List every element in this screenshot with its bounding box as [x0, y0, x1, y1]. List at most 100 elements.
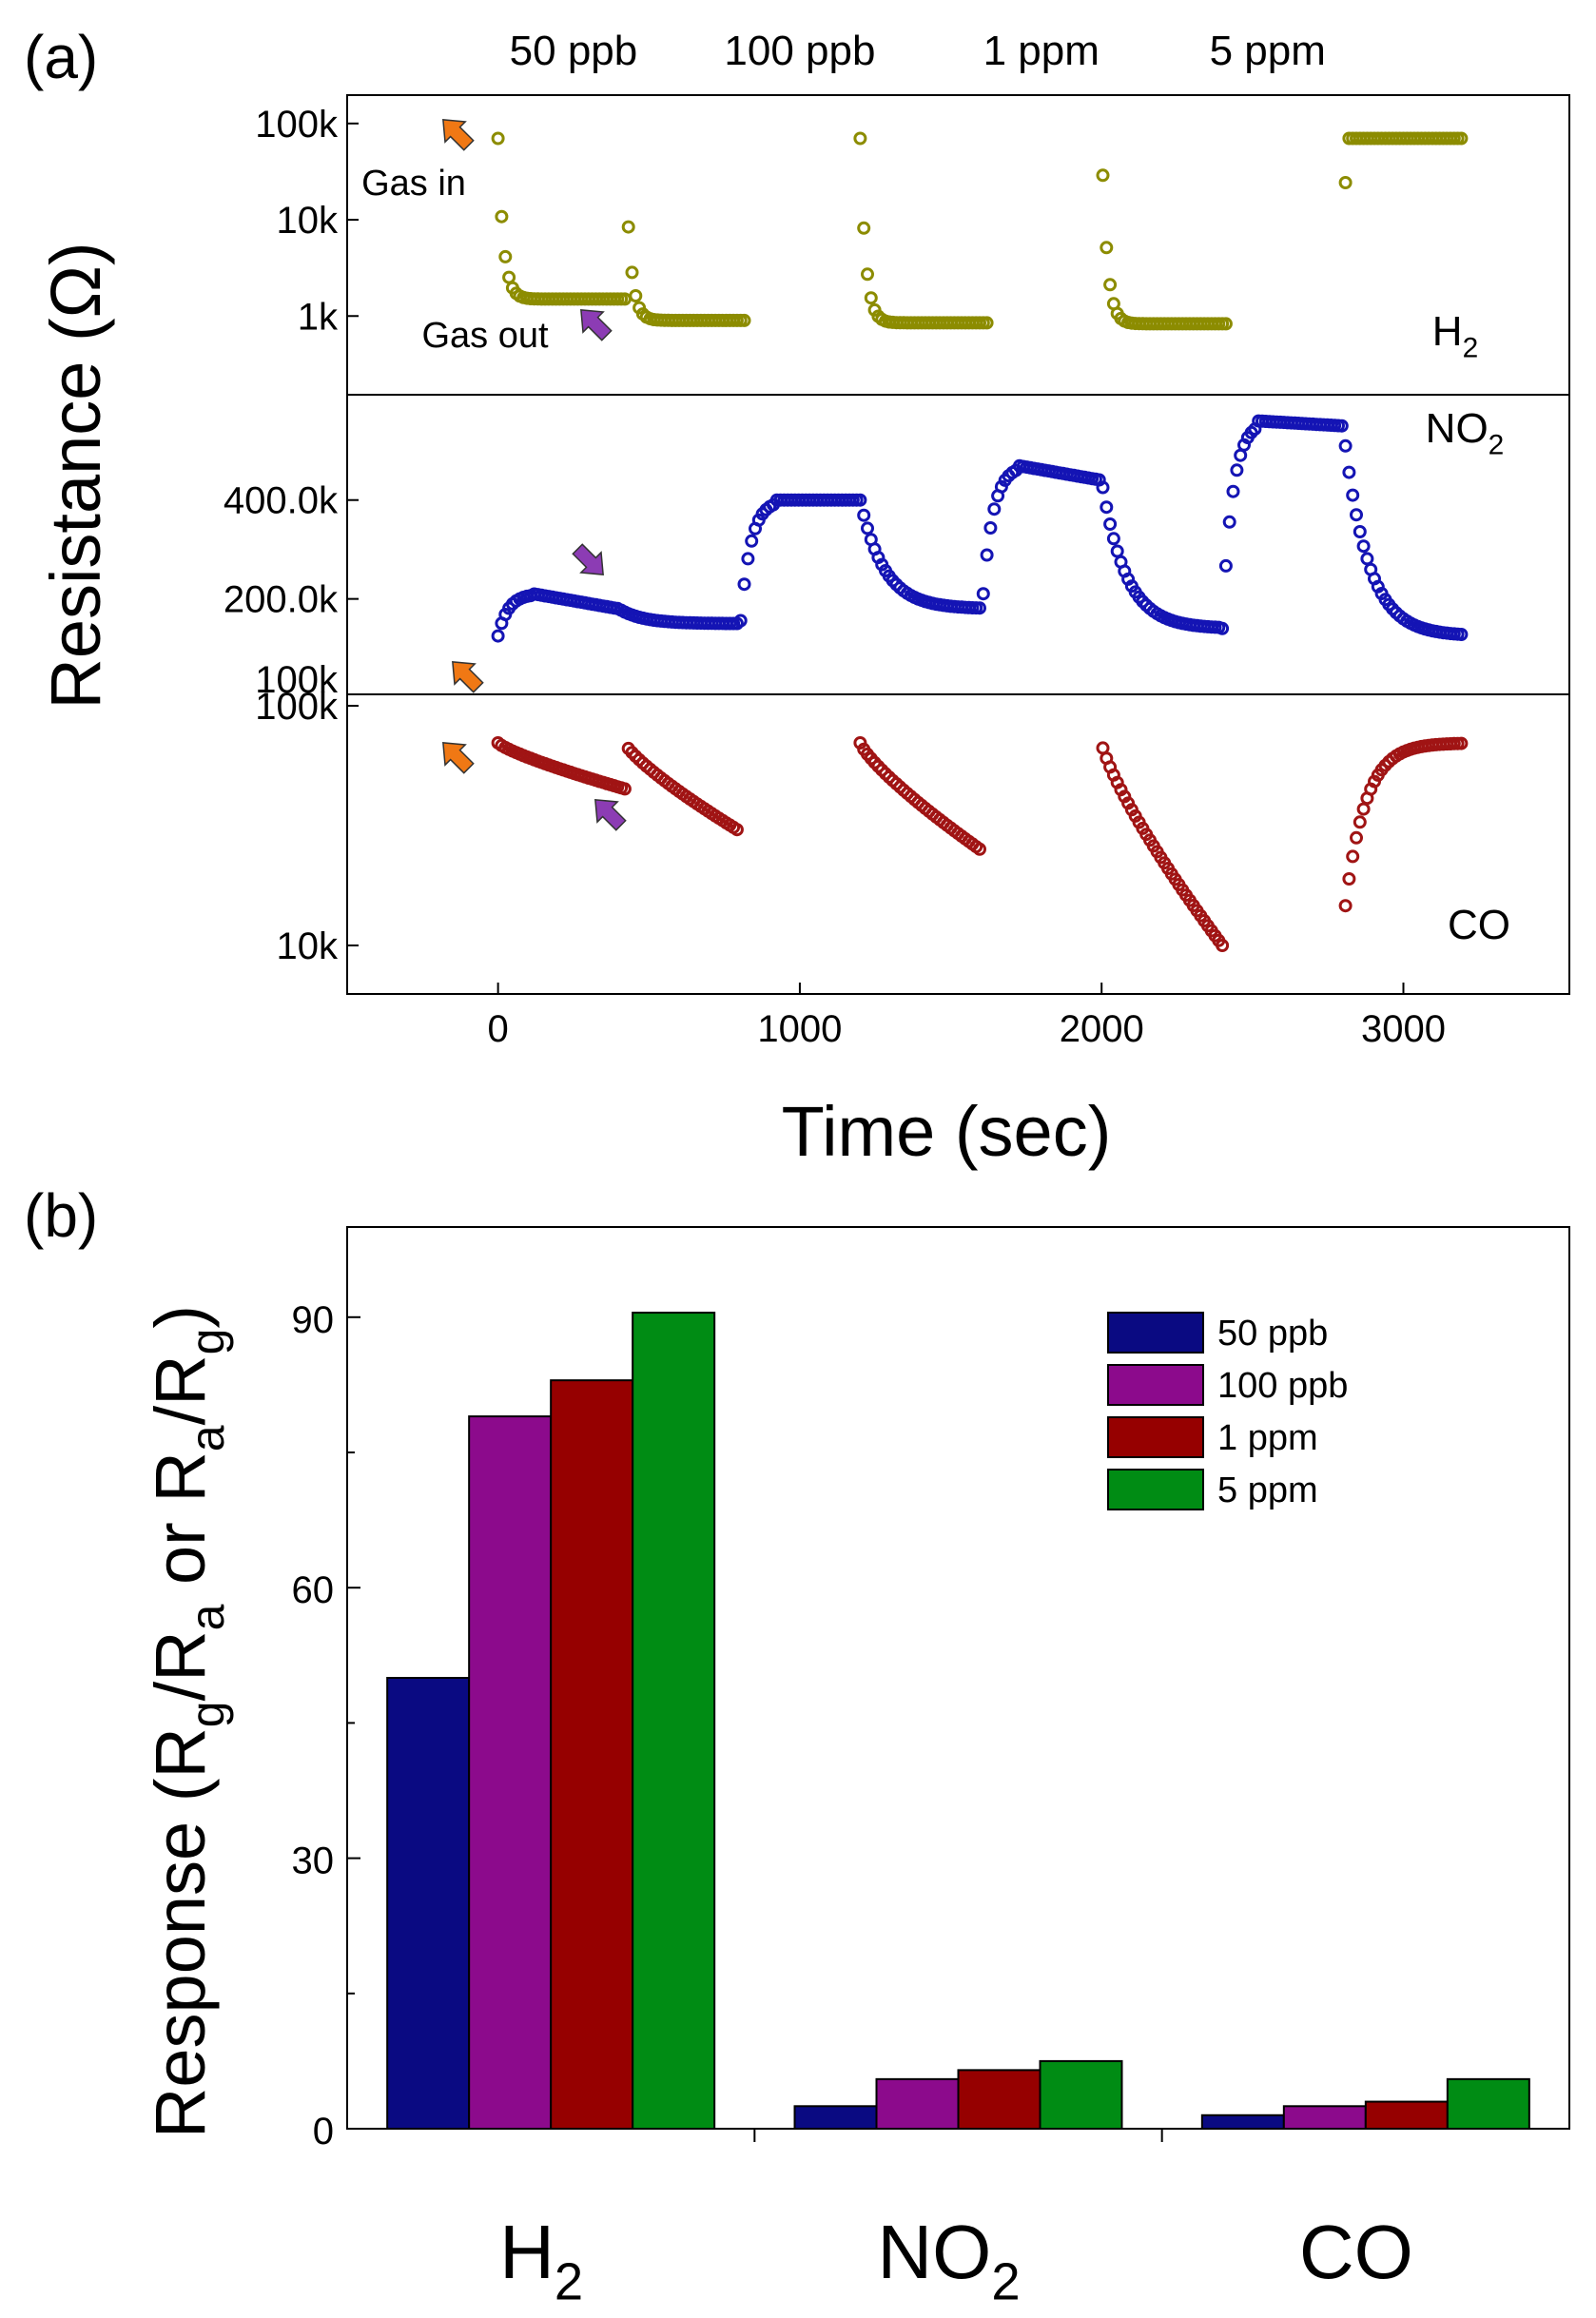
gas-label: CO — [1448, 902, 1510, 948]
legend-swatch — [1107, 1364, 1204, 1406]
gas-out-arrow-icon — [580, 309, 613, 341]
x-tick-label: 1000 — [757, 1008, 842, 1050]
data-point — [1342, 465, 1356, 479]
y-tick-label: 1k — [298, 296, 339, 338]
data-point — [973, 842, 986, 856]
category-label: CO — [1299, 2210, 1413, 2294]
data-point — [1096, 480, 1110, 495]
legend-swatch — [1107, 1312, 1204, 1354]
data-point — [857, 221, 871, 235]
data-point — [491, 629, 505, 643]
gas-out-arrow-icon — [594, 799, 627, 831]
data-point — [1342, 872, 1356, 886]
resistance-chart: 50 ppb 100 ppb 1 ppm 5 ppm 1k 10k 100k H2 Gas in… — [36, 28, 1570, 1171]
data-point — [1350, 830, 1363, 845]
y-tick-label: 60 — [292, 1569, 335, 1611]
bar — [1200, 2113, 1285, 2131]
data-point — [1338, 438, 1353, 453]
data-point — [1338, 899, 1353, 913]
data-point — [1121, 796, 1136, 810]
data-point — [1356, 802, 1371, 816]
data-point — [983, 521, 998, 535]
bar — [1446, 2077, 1530, 2131]
bar — [793, 2105, 878, 2131]
data-point — [1353, 525, 1367, 538]
data-point — [621, 220, 635, 234]
y-tick-label: 90 — [292, 1299, 335, 1341]
data-point — [1218, 317, 1233, 331]
data-point — [976, 587, 990, 601]
series-no2 — [491, 414, 1469, 643]
data-point — [853, 131, 867, 146]
y-tick-label: 100k — [255, 659, 339, 701]
data-point — [741, 552, 755, 566]
data-point — [987, 502, 1002, 516]
concentration-label: 100 ppb — [724, 28, 875, 74]
data-point — [745, 534, 759, 548]
subplot-co: 10k 100k CO — [255, 686, 1570, 995]
data-point — [1346, 488, 1360, 502]
data-point — [973, 601, 986, 615]
bar — [386, 1677, 471, 2130]
data-point — [980, 548, 994, 562]
data-point — [1103, 278, 1118, 292]
legend-label: 50 ppb — [1217, 1314, 1328, 1354]
data-point — [1346, 849, 1360, 864]
data-point — [733, 614, 748, 628]
panel-b-label: (b) — [24, 1181, 98, 1250]
category-label: H2 — [499, 2210, 583, 2310]
data-point — [864, 291, 878, 305]
data-point — [1110, 544, 1124, 558]
data-point — [1096, 168, 1110, 183]
data-point — [1226, 484, 1240, 498]
series-co — [491, 736, 1469, 952]
data-point — [980, 316, 994, 330]
data-point — [629, 289, 643, 302]
data-point — [498, 249, 513, 263]
data-point — [737, 577, 751, 592]
concentration-label: 5 ppm — [1210, 28, 1326, 74]
gas-label: H2 — [1432, 308, 1478, 363]
data-point — [730, 823, 744, 837]
data-point — [1216, 621, 1230, 635]
data-point — [857, 508, 871, 522]
bar — [1282, 2105, 1367, 2131]
gas-in-arrow-icon — [442, 742, 475, 774]
data-point — [1100, 241, 1114, 255]
data-point — [1350, 508, 1363, 522]
y-tick-label: 200.0k — [224, 579, 339, 621]
data-point — [495, 209, 509, 224]
x-tick-label: 2000 — [1060, 1008, 1144, 1050]
legend: 50 ppb 100 ppb 1 ppm 5 ppm — [1107, 1312, 1348, 1510]
y-tick-label: 100k — [255, 686, 339, 728]
data-point — [1338, 176, 1353, 189]
data-point — [617, 782, 632, 796]
concentration-label: 1 ppm — [983, 28, 1100, 74]
legend-label: 100 ppb — [1217, 1366, 1348, 1406]
data-point — [737, 313, 751, 327]
x-tick-label: 0 — [488, 1008, 509, 1050]
data-point — [1230, 463, 1244, 477]
data-point — [853, 493, 867, 507]
legend-swatch — [1107, 1469, 1204, 1510]
data-point — [1353, 815, 1367, 829]
y-tick-label: 10k — [277, 925, 339, 967]
y-tick-label: 0 — [313, 2111, 334, 2152]
data-point — [1106, 532, 1120, 546]
gas-out-arrow-icon — [572, 543, 604, 575]
subplot-h2: 1k 10k 100k H2 Gas in Gas out — [255, 94, 1570, 396]
gas-in-annotation: Gas in — [361, 164, 466, 204]
data-point — [1103, 517, 1118, 531]
data-point — [994, 479, 1008, 494]
y-tick-label: 400.0k — [224, 480, 339, 522]
subplot-frame — [346, 693, 1570, 995]
subplot-no2: 200.0k 400.0k 100k NO2 — [224, 394, 1570, 701]
data-point — [1218, 558, 1233, 573]
gas-label: NO2 — [1426, 405, 1505, 460]
series-h2 — [491, 131, 1469, 331]
data-point — [491, 131, 505, 146]
y-tick-label: 10k — [277, 200, 339, 242]
response-bar-chart: 0 30 60 90 H2 NO2 CO 50 ppb 100 ppb 1 ppm 5 ppm Res… — [141, 1226, 1570, 2310]
data-point — [861, 267, 874, 282]
